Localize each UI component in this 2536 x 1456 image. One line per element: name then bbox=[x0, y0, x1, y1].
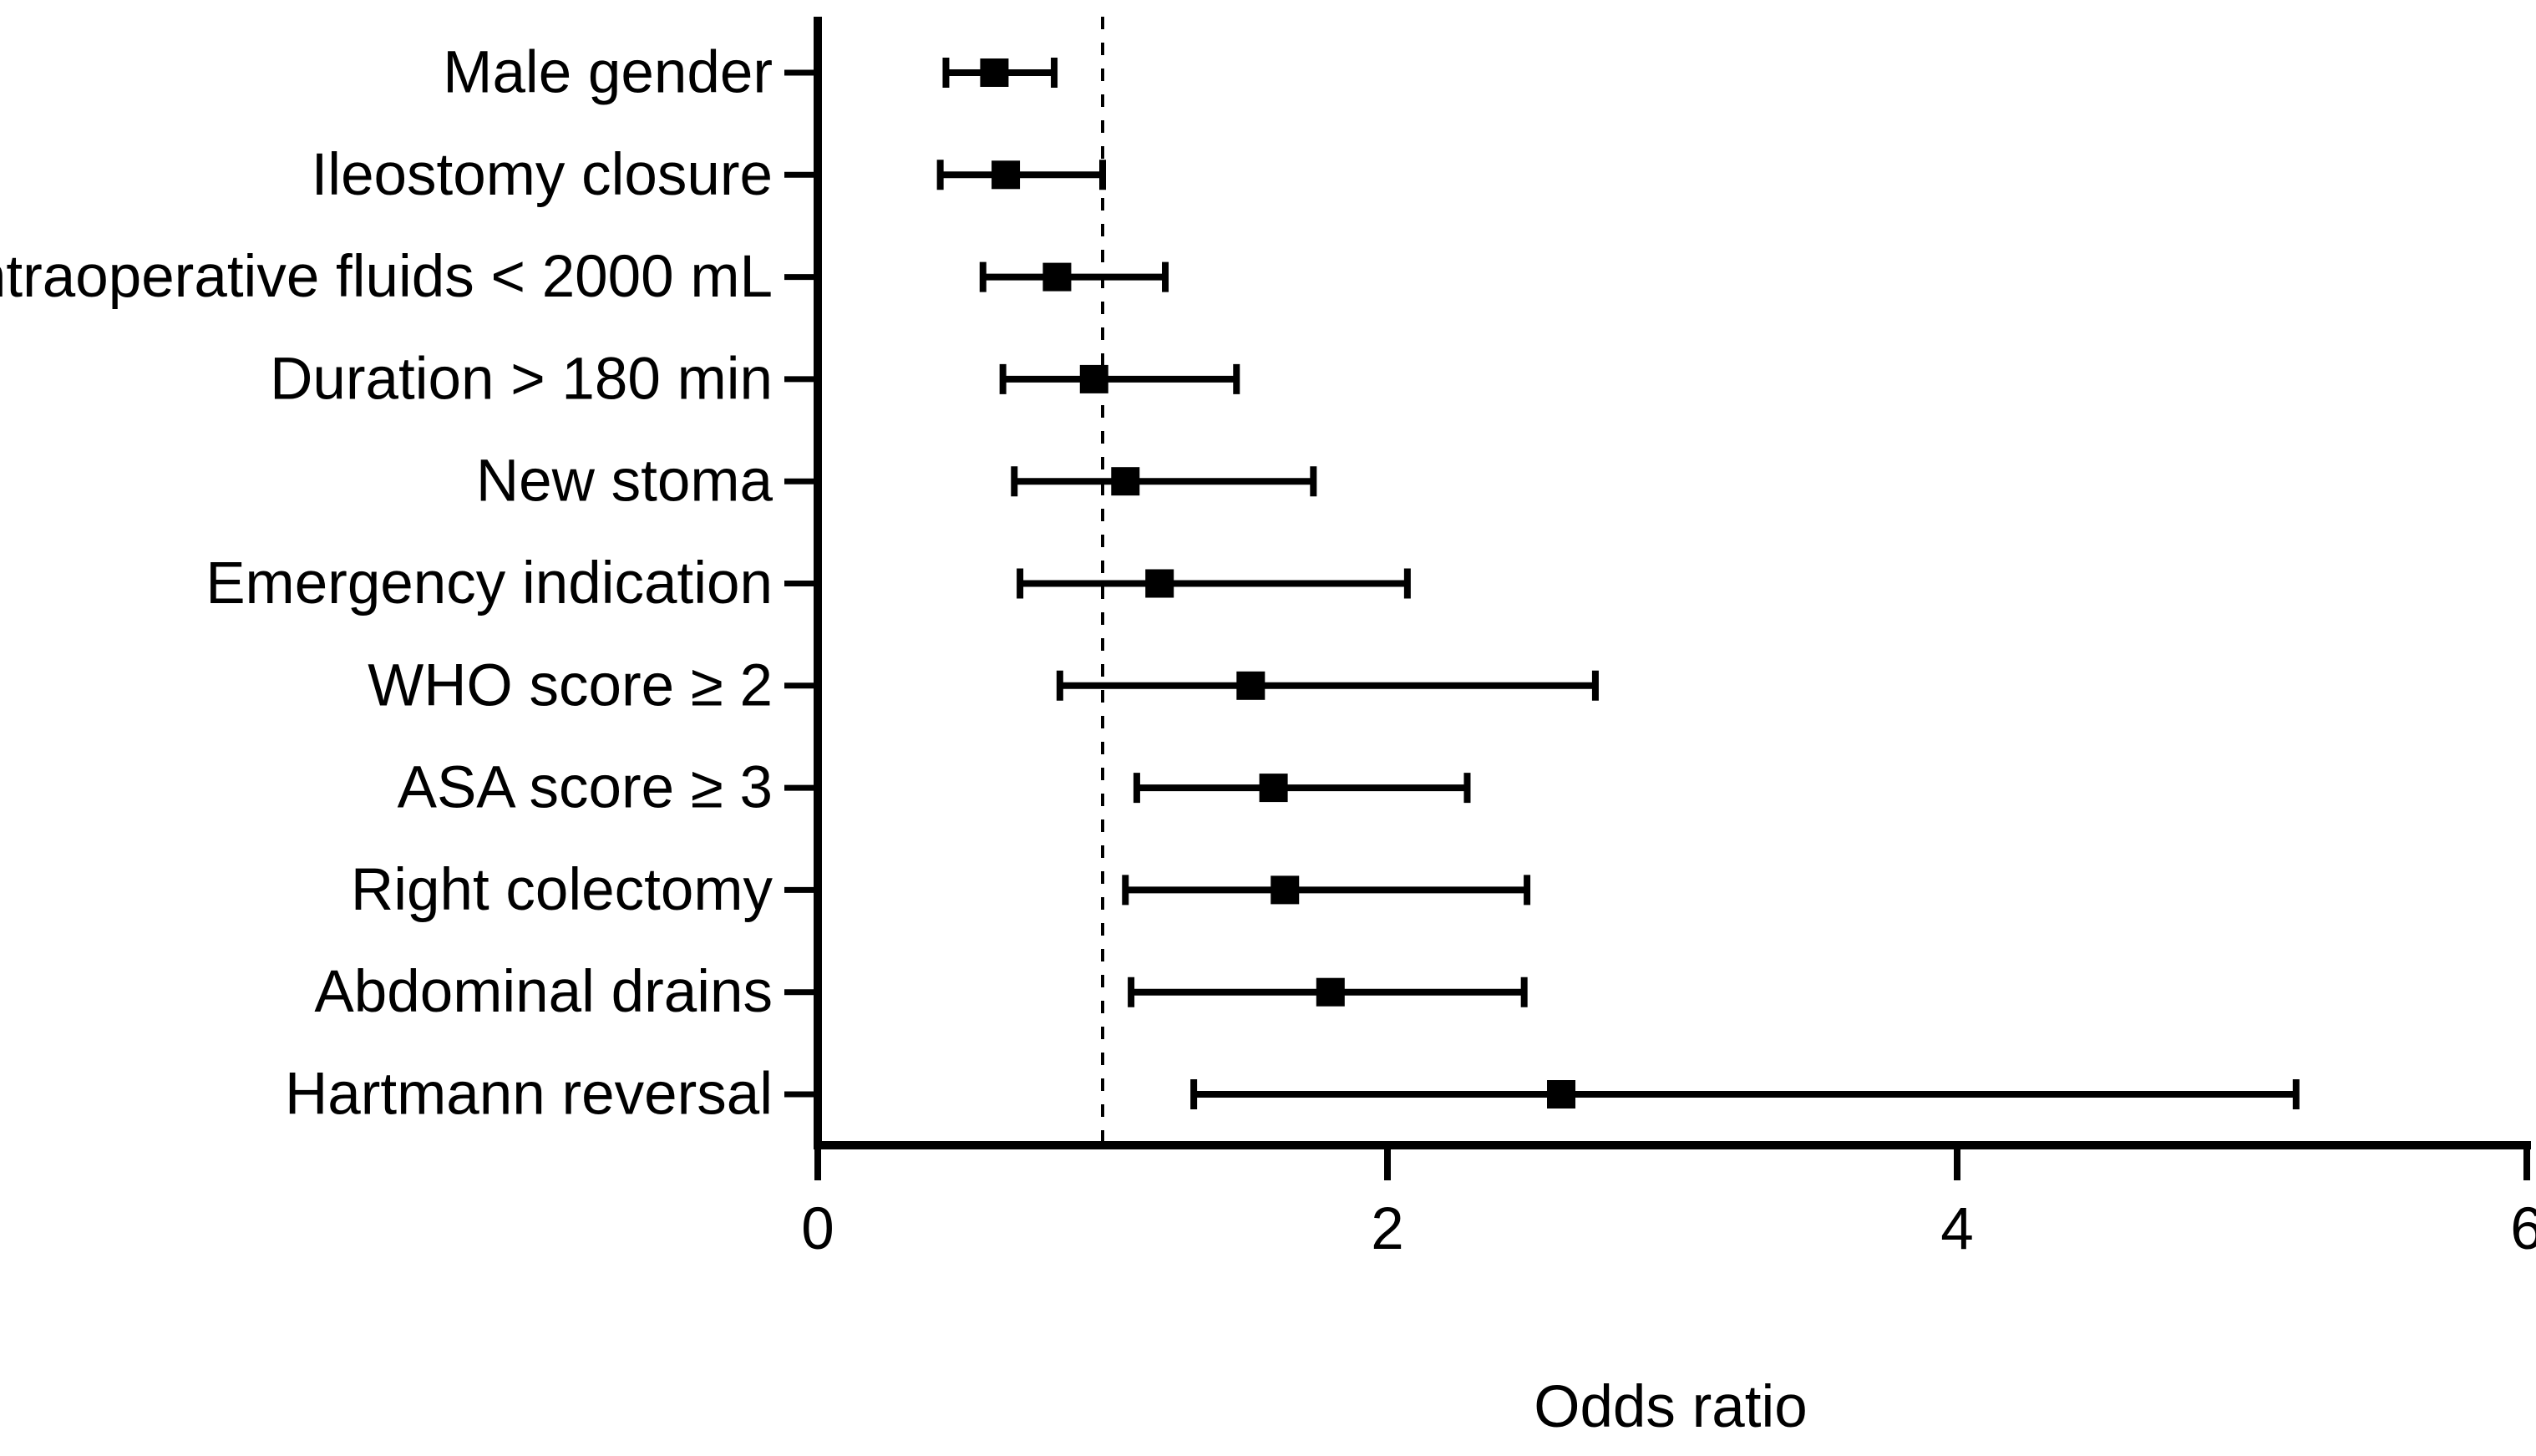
odds-ratio-marker bbox=[1259, 774, 1288, 803]
row-label: Intraoperative fluids < 2000 mL bbox=[0, 244, 773, 310]
odds-ratio-marker bbox=[1079, 364, 1108, 393]
x-axis-tick-label: 4 bbox=[1940, 1196, 1974, 1262]
row-label: Male gender bbox=[443, 40, 773, 106]
x-axis-tick-label: 2 bbox=[1371, 1196, 1404, 1262]
row-label: Abdominal drains bbox=[314, 959, 773, 1025]
row-label: Hartmann reversal bbox=[285, 1062, 773, 1128]
odds-ratio-marker bbox=[1547, 1080, 1576, 1108]
odds-ratio-marker bbox=[1316, 977, 1345, 1007]
row-label: ASA score ≥ 3 bbox=[398, 755, 773, 821]
odds-ratio-marker bbox=[1236, 671, 1265, 700]
odds-ratio-marker bbox=[1145, 569, 1174, 598]
row-label: New stoma bbox=[476, 449, 773, 515]
odds-ratio-marker bbox=[992, 160, 1021, 190]
odds-ratio-marker bbox=[1271, 875, 1300, 905]
x-axis-tick-label: 0 bbox=[801, 1196, 834, 1262]
odds-ratio-marker bbox=[980, 58, 1009, 87]
row-label: Ileostomy closure bbox=[312, 142, 773, 208]
odds-ratio-marker bbox=[1042, 262, 1072, 292]
odds-ratio-marker bbox=[1111, 467, 1140, 496]
row-label: Duration > 180 min bbox=[270, 346, 773, 412]
x-axis-tick-label: 6 bbox=[2510, 1196, 2536, 1262]
row-label: Emergency indication bbox=[205, 550, 773, 616]
row-label: WHO score ≥ 2 bbox=[368, 652, 773, 718]
row-label: Right colectomy bbox=[351, 857, 773, 923]
x-axis-title: Odds ratio bbox=[1534, 1374, 1808, 1440]
